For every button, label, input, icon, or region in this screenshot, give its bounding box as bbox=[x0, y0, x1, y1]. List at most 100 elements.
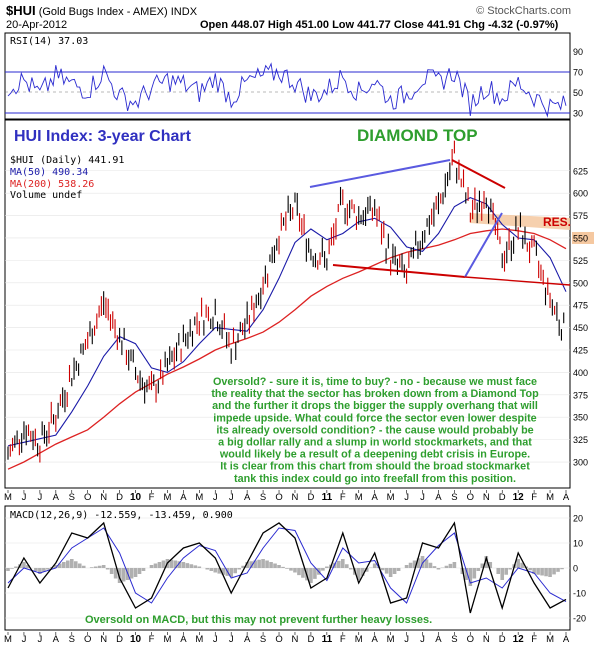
macd-histogram-bar bbox=[532, 568, 536, 574]
ma200-line bbox=[7, 228, 567, 470]
macd-histogram-bar bbox=[169, 559, 174, 568]
macd-histogram-bar bbox=[273, 563, 277, 568]
price-tick-label: 500 bbox=[573, 278, 588, 288]
macd-histogram-bar bbox=[217, 568, 222, 574]
macd-histogram-bar bbox=[38, 568, 42, 574]
macd-histogram-bar bbox=[528, 568, 532, 571]
macd-histogram-bar bbox=[285, 568, 289, 569]
macd-histogram-bar bbox=[46, 568, 50, 570]
commentary-line: a big dollar rally and a slump in world … bbox=[218, 437, 532, 449]
legend-volume: Volume undef bbox=[10, 190, 82, 201]
x-axis-bottom: M J J A S O N D 10 F M A M J J A S O N D 11 F M A M J J A S O N D 12 F M A bbox=[4, 632, 570, 645]
commentary-line: the reality that the sector has broken d… bbox=[211, 388, 539, 400]
macd-histogram-bar bbox=[233, 568, 237, 574]
macd-histogram-bar bbox=[301, 568, 305, 578]
x-axis-label: D bbox=[499, 634, 506, 645]
commentary-line: impede upside. What could force the sect… bbox=[213, 412, 536, 424]
macd-histogram-bar bbox=[205, 568, 210, 570]
rsi-tick-label: 30 bbox=[573, 109, 583, 119]
macd-histogram-bar bbox=[249, 561, 253, 568]
x-axis-label: M bbox=[4, 492, 12, 503]
macd-histogram-bar bbox=[496, 568, 501, 574]
macd-histogram-bar bbox=[384, 568, 389, 574]
macd-histogram-bar bbox=[197, 566, 202, 568]
macd-histogram-bar bbox=[65, 560, 70, 568]
macd-histogram-bar bbox=[432, 566, 437, 568]
commentary-line: It is clear from this chart from should … bbox=[220, 461, 530, 473]
x-axis-label: J bbox=[404, 492, 409, 503]
x-axis-label: J bbox=[420, 634, 425, 645]
macd-histogram-bar bbox=[356, 568, 361, 580]
macd-histogram-bar bbox=[97, 565, 102, 568]
x-axis-label: J bbox=[38, 492, 43, 503]
x-axis-label: J bbox=[38, 634, 43, 645]
macd-histogram-bar bbox=[22, 562, 26, 568]
macd-histogram-bar bbox=[504, 568, 509, 575]
macd-histogram-bar bbox=[113, 568, 118, 579]
macd-histogram-bar bbox=[10, 568, 14, 569]
macd-histogram-bar bbox=[392, 568, 397, 574]
x-axis-label: O bbox=[467, 634, 474, 645]
price-tick-label: 350 bbox=[573, 413, 588, 423]
x-axis-label: S bbox=[451, 634, 457, 645]
ma50-line bbox=[7, 196, 567, 447]
macd-histogram-bar bbox=[404, 565, 409, 568]
macd-histogram-bar bbox=[500, 568, 505, 580]
macd-histogram-bar bbox=[540, 568, 544, 576]
macd-histogram-bar bbox=[388, 568, 393, 577]
x-axis-label: N bbox=[483, 634, 490, 645]
macd-histogram-bar bbox=[476, 568, 481, 571]
macd-histogram-bar bbox=[73, 561, 78, 568]
macd-histogram-bar bbox=[42, 568, 46, 572]
x-axis-label: F bbox=[340, 492, 346, 503]
price-bars bbox=[7, 140, 565, 463]
x-axis-label: O bbox=[84, 634, 91, 645]
macd-histogram-bar bbox=[468, 568, 473, 586]
diamond-lower-left-line bbox=[332, 264, 466, 278]
x-axis-label: A bbox=[563, 634, 570, 645]
macd-histogram-bar bbox=[189, 564, 194, 568]
macd-panel: MACD(12,26,9) -12.559, -13.459, 0.900 Ov… bbox=[4, 505, 586, 631]
macd-histogram-bar bbox=[26, 565, 30, 568]
macd-histogram-bar bbox=[157, 562, 162, 568]
commentary-line: tank this index could go into freefall f… bbox=[234, 473, 516, 485]
x-axis-label: M bbox=[387, 492, 395, 503]
macd-tick-label: -10 bbox=[573, 589, 586, 599]
macd-histogram-bar bbox=[34, 568, 38, 571]
macd-histogram-bar bbox=[181, 562, 186, 568]
x-axis-label: A bbox=[372, 492, 379, 503]
macd-histogram-bar bbox=[325, 566, 329, 568]
price-tick-label: 550 bbox=[573, 233, 588, 243]
x-axis-label: M bbox=[546, 492, 554, 503]
macd-histogram-bar bbox=[105, 568, 110, 570]
price-tick-label: 450 bbox=[573, 323, 588, 333]
macd-axis: 20 10 0 -10 -20 bbox=[573, 514, 586, 624]
commentary-text: Oversold? - sure it is, time to buy? - n… bbox=[211, 376, 539, 485]
rsi-axis: 90 70 50 30 bbox=[573, 47, 583, 119]
price-grid bbox=[5, 170, 570, 463]
macd-histogram-bar bbox=[269, 562, 273, 568]
x-axis-label: J bbox=[22, 492, 27, 503]
x-axis-label: S bbox=[260, 492, 266, 503]
neckline bbox=[464, 276, 571, 286]
x-axis-label: 12 bbox=[513, 634, 525, 645]
x-axis-label: D bbox=[499, 492, 506, 503]
macd-tick-label: -20 bbox=[573, 614, 586, 624]
price-tick-label: 525 bbox=[573, 256, 588, 266]
macd-histogram-bar bbox=[121, 568, 126, 582]
price-tick-highlight bbox=[572, 231, 594, 244]
macd-histogram-bar bbox=[58, 563, 62, 568]
macd-histogram-bar bbox=[372, 563, 377, 568]
x-axis-middle: M J J A S O N D 10 F M A M J J A S O N D 11 F M A M J J A S O N D 12 F M A bbox=[4, 490, 570, 503]
x-axis-label: M bbox=[195, 634, 203, 645]
macd-histogram-bar bbox=[520, 562, 524, 568]
x-axis-label: 10 bbox=[130, 492, 142, 503]
macd-tick-label: 0 bbox=[573, 564, 578, 574]
x-axis-label: O bbox=[275, 492, 282, 503]
macd-histogram-bar bbox=[472, 568, 477, 579]
x-axis-label: O bbox=[467, 492, 474, 503]
macd-histogram-bar bbox=[221, 568, 226, 575]
x-axis-label: S bbox=[69, 634, 75, 645]
macd-histogram-bar bbox=[261, 559, 265, 568]
macd-histogram-bar bbox=[341, 559, 345, 568]
